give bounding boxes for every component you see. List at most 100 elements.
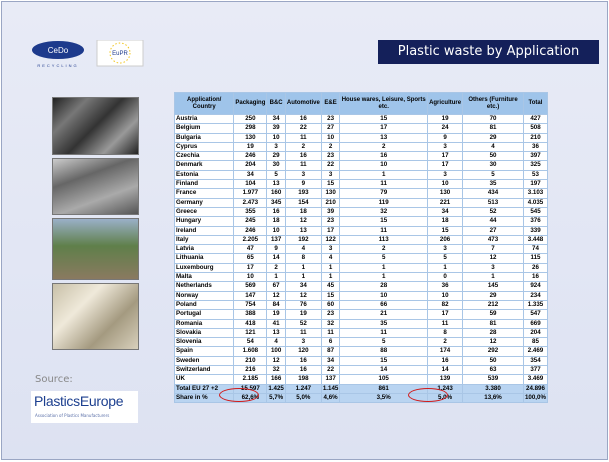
row-label: Latvia: [173, 244, 235, 255]
cell: 17: [427, 160, 464, 171]
cell: 12: [462, 253, 524, 264]
cell: 35: [339, 318, 429, 329]
cell: 16: [339, 151, 429, 162]
row-label: Poland: [173, 299, 235, 311]
row-label: Netherlands: [173, 281, 235, 292]
table-row: Poland 754 84 76 60 66 82 212 1.335: [173, 299, 549, 311]
cell: 19: [427, 113, 464, 125]
cell: 11: [427, 318, 464, 329]
eupr-stars: [109, 42, 131, 64]
cell: 120: [284, 346, 322, 357]
cell: 34: [266, 113, 286, 125]
cell: 9: [427, 132, 464, 143]
plasticseurope-tagline: Association of Plastics Manufacturers: [35, 413, 110, 418]
cell: 3.380: [462, 383, 524, 394]
column-header: Total: [522, 92, 549, 115]
row-label: Greece: [173, 206, 235, 218]
photo-plastic-cups: [52, 283, 139, 350]
cell: 5: [427, 253, 464, 264]
cell: 122: [320, 234, 341, 246]
column-header: Packaging: [233, 92, 268, 115]
cedo-text: CeDo: [48, 46, 69, 55]
cell: 418: [233, 318, 268, 329]
cell: 19: [233, 141, 268, 153]
cell: 32: [320, 318, 341, 329]
cedo-sub: RECYCLING: [37, 63, 78, 68]
cell: 28: [339, 281, 429, 292]
cell: 3: [462, 262, 524, 274]
cell: 14: [339, 364, 429, 376]
row-label: Romania: [173, 318, 235, 329]
cell: 87: [320, 346, 341, 357]
cedo-logo: [32, 41, 84, 59]
cell: 16: [284, 113, 322, 125]
cell: 3.103: [522, 188, 549, 199]
slide-title: Plastic waste by Application: [378, 40, 599, 64]
table-row: France 1.977 160 193 130 79 130 434 3.103: [173, 188, 549, 199]
row-label: Czechia: [173, 151, 235, 162]
cell: 339: [522, 225, 549, 236]
cell: 1.977: [233, 188, 268, 199]
cell: 388: [233, 309, 268, 320]
cell: 53: [522, 169, 549, 181]
cell: 18: [427, 216, 464, 227]
cell: 3: [427, 141, 464, 153]
cell: 130: [233, 132, 268, 143]
cell: 50: [462, 151, 524, 162]
table-row: Lithuania 65 14 8 4 5 5 12 115: [173, 253, 549, 264]
cell: 4.035: [522, 197, 549, 208]
cell: 3: [284, 169, 322, 181]
cell: 2: [284, 141, 322, 153]
column-header: House wares, Leisure, Sports etc.: [339, 92, 429, 115]
table-row: Greece 355 16 18 39 32 34 52 545: [173, 206, 549, 218]
cell: 3: [284, 337, 322, 348]
row-label: Malta: [173, 272, 235, 283]
row-label: Bulgaria: [173, 132, 235, 143]
cell: 52: [462, 206, 524, 218]
cell: 11: [284, 160, 322, 171]
cell: 10: [427, 179, 464, 190]
cell: 3.469: [522, 374, 549, 385]
cell: 1.425: [266, 383, 286, 394]
cell: 104: [233, 179, 268, 190]
cell: 4: [266, 337, 286, 348]
cell: 11: [339, 179, 429, 190]
cell: 16: [284, 151, 322, 162]
header-row: Application/ Country Packaging B&C Automoti…: [173, 92, 549, 115]
cell: 18: [266, 216, 286, 227]
cell: 16: [284, 355, 322, 367]
cell: 508: [522, 123, 549, 134]
cell: 245: [233, 216, 268, 227]
cell: 119: [339, 197, 429, 208]
row-label: Sweden: [173, 355, 235, 367]
photo-waste-bags: [52, 97, 139, 155]
table-row: Denmark 204 30 11 22 10 17 30 325: [173, 160, 549, 171]
cell: 13: [339, 132, 429, 143]
cell: 15: [339, 216, 429, 227]
cell: 5: [339, 253, 429, 264]
cell: 2.205: [233, 234, 268, 246]
cell: 10: [266, 225, 286, 236]
row-label: Switzerland: [173, 364, 235, 376]
cell: 5,0%: [284, 392, 322, 404]
cell: 204: [522, 327, 549, 339]
table-row: Belgium 298 39 22 27 17 24 81 508: [173, 123, 549, 134]
cell: 15: [320, 290, 341, 301]
cell: 206: [427, 234, 464, 246]
cell: 11: [284, 327, 322, 339]
cell: 2: [339, 244, 429, 255]
cell: 19: [284, 309, 322, 320]
row-label: Norway: [173, 290, 235, 301]
cell: 23: [320, 309, 341, 320]
table-row: Portugal 388 19 19 23 21 17 59 547: [173, 309, 549, 320]
cell: 47: [233, 244, 268, 255]
cell: 4,6%: [320, 392, 341, 404]
cell: 11: [339, 225, 429, 236]
cell: 10: [266, 132, 286, 143]
cell: 2.473: [233, 197, 268, 208]
table-row: Switzerland 216 32 16 22 14 14 63 377: [173, 364, 549, 376]
cell: 5: [462, 169, 524, 181]
cell: 355: [233, 206, 268, 218]
cell: 32: [266, 364, 286, 376]
cell: 204: [233, 160, 268, 171]
